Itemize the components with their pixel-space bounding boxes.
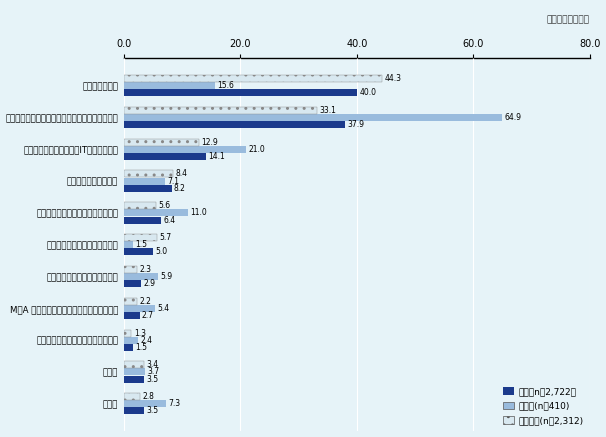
Text: 2.9: 2.9 [143,279,155,288]
Text: 5.6: 5.6 [159,201,171,210]
Text: 3.5: 3.5 [147,406,159,416]
Bar [124,217,161,224]
Text: 2.4: 2.4 [140,336,152,345]
Bar [124,241,133,248]
Bar [124,361,144,368]
Bar [124,329,132,336]
Bar [124,344,133,351]
Text: 5.9: 5.9 [161,272,173,281]
Text: 15.6: 15.6 [217,81,234,90]
Text: 40.0: 40.0 [359,88,376,97]
Bar [124,248,153,255]
Bar [124,368,145,375]
Text: 2.3: 2.3 [139,265,152,274]
Text: 2.8: 2.8 [142,392,155,401]
Bar [124,170,173,177]
Text: 44.3: 44.3 [384,74,401,83]
Bar [124,177,165,184]
Bar [124,114,502,121]
Text: （複数回答、％）: （複数回答、％） [547,15,590,24]
Text: 5.0: 5.0 [155,247,167,257]
Bar [124,89,357,96]
Text: 64.9: 64.9 [504,113,521,122]
Bar [124,305,155,312]
Bar [124,153,206,160]
Bar [124,121,345,128]
Bar [124,75,382,82]
Bar [124,139,199,146]
Text: 37.9: 37.9 [347,120,364,129]
Text: 5.7: 5.7 [159,233,171,242]
Bar [124,82,215,89]
Bar [124,376,144,383]
Text: 8.2: 8.2 [174,184,186,193]
Bar [124,273,158,280]
Bar [124,234,157,241]
Text: 2.7: 2.7 [142,311,154,320]
Bar [124,298,137,305]
Text: 7.1: 7.1 [167,177,179,186]
Text: 3.7: 3.7 [148,368,160,377]
Text: 5.4: 5.4 [158,304,170,313]
Text: 11.0: 11.0 [190,208,207,217]
Bar [124,400,167,407]
Bar [124,280,141,287]
Text: 12.9: 12.9 [201,138,218,146]
Text: 1.3: 1.3 [134,329,146,337]
Text: 3.5: 3.5 [147,375,159,384]
Text: 21.0: 21.0 [248,145,265,154]
Bar [124,407,144,414]
Text: 1.5: 1.5 [135,343,147,352]
Text: 2.2: 2.2 [139,297,151,305]
Text: 7.3: 7.3 [168,399,181,408]
Text: 3.4: 3.4 [146,361,158,369]
Bar [124,336,138,343]
Bar [124,393,140,400]
Text: 6.4: 6.4 [164,215,176,225]
Text: 8.4: 8.4 [175,170,187,178]
Bar [124,146,246,153]
Text: 33.1: 33.1 [319,106,336,115]
Bar [124,266,137,273]
Bar [124,312,139,319]
Bar [124,107,316,114]
Bar [124,202,156,209]
Text: 1.5: 1.5 [135,240,147,249]
Bar [124,185,171,192]
Legend: 全体（n＝2,722）, 大企業(n＝410), 中小企業(n＝2,312): 全体（n＝2,722）, 大企業(n＝410), 中小企業(n＝2,312) [501,385,585,427]
Text: 14.1: 14.1 [208,152,225,161]
Bar [124,209,188,216]
